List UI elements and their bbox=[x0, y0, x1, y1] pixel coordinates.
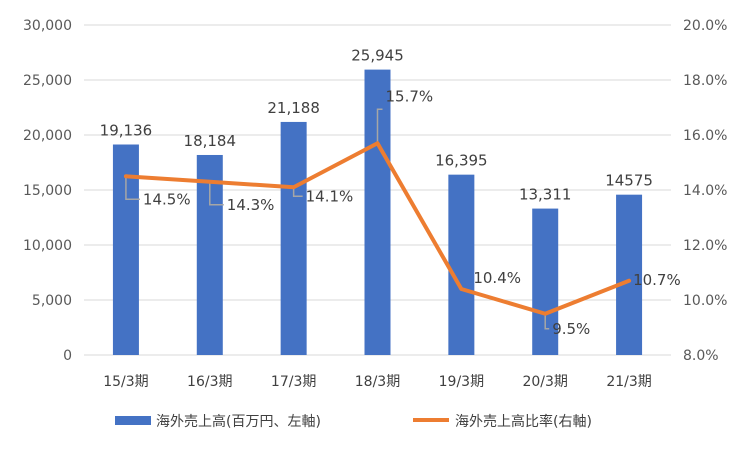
rate-data-labels: 14.5% 14.3% 14.1% 15.7% 10.4% 9.5% 10.7% bbox=[143, 87, 681, 338]
bar bbox=[448, 174, 475, 355]
left-tick-label: 10,000 bbox=[23, 238, 72, 254]
category-label: 18/3期 bbox=[355, 374, 400, 390]
rate-value-label: 14.1% bbox=[306, 187, 354, 205]
left-tick-label: 25,000 bbox=[23, 73, 72, 89]
bar bbox=[532, 208, 559, 355]
category-label: 16/3期 bbox=[187, 374, 232, 390]
leader-lines bbox=[125, 108, 550, 330]
rate-value-label: 14.5% bbox=[143, 190, 191, 208]
rate-value-label: 9.5% bbox=[552, 320, 590, 338]
right-tick-label: 14.0% bbox=[683, 183, 727, 199]
bar bbox=[616, 194, 643, 355]
category-label: 19/3期 bbox=[439, 374, 484, 390]
leader-line bbox=[544, 313, 550, 330]
leader-line bbox=[292, 187, 303, 197]
legend-bar-label: 海外売上高(百万円、左軸) bbox=[156, 413, 321, 430]
rate-line bbox=[123, 141, 632, 316]
leader-line bbox=[125, 176, 140, 200]
bar-value-label: 18,184 bbox=[184, 132, 237, 150]
right-tick-label: 20.0% bbox=[683, 18, 727, 34]
right-tick-label: 16.0% bbox=[683, 128, 727, 144]
right-tick-label: 12.0% bbox=[683, 238, 727, 254]
bar-value-label: 16,395 bbox=[435, 152, 488, 170]
category-label: 17/3期 bbox=[271, 374, 316, 390]
category-label: 21/3期 bbox=[606, 374, 651, 390]
category-label: 20/3期 bbox=[522, 374, 567, 390]
rate-value-label: 14.3% bbox=[227, 196, 275, 214]
rate-value-label: 10.4% bbox=[473, 269, 521, 287]
bar-value-label: 14575 bbox=[605, 172, 653, 190]
left-tick-label: 15,000 bbox=[23, 183, 72, 199]
bar-value-label: 19,136 bbox=[100, 122, 153, 140]
bar-value-label: 21,188 bbox=[267, 99, 320, 117]
rate-value-label: 15.7% bbox=[386, 87, 434, 105]
bar-value-label: 25,945 bbox=[351, 47, 404, 65]
bar-data-labels: 19,136 18,184 21,188 25,945 16,395 13,311 1457… bbox=[100, 47, 653, 204]
legend-bar-swatch bbox=[115, 416, 151, 425]
right-axis-ticks: 8.0% 10.0% 12.0% 14.0% 16.0% 18.0% 20.0% bbox=[683, 18, 727, 364]
bar-value-label: 13,311 bbox=[519, 186, 572, 204]
right-tick-label: 8.0% bbox=[683, 348, 719, 364]
left-tick-label: 5,000 bbox=[32, 293, 72, 309]
bar bbox=[280, 121, 307, 355]
leader-line bbox=[376, 108, 383, 144]
legend: 海外売上高(百万円、左軸) 海外売上高比率(右軸) bbox=[115, 413, 592, 430]
right-tick-label: 18.0% bbox=[683, 73, 727, 89]
legend-line-label: 海外売上高比率(右軸) bbox=[455, 413, 592, 430]
right-tick-label: 10.0% bbox=[683, 293, 727, 309]
rate-value-label: 10.7% bbox=[633, 271, 681, 289]
line-series bbox=[123, 141, 632, 316]
category-label: 15/3期 bbox=[103, 374, 148, 390]
left-axis-ticks: 0 5,000 10,000 15,000 20,000 25,000 30,000 bbox=[23, 18, 72, 364]
left-tick-label: 20,000 bbox=[23, 128, 72, 144]
left-tick-label: 30,000 bbox=[23, 18, 72, 34]
leader-line bbox=[209, 181, 224, 206]
category-labels: 15/3期 16/3期 17/3期 18/3期 19/3期 20/3期 21/3期 bbox=[103, 374, 652, 390]
left-tick-label: 0 bbox=[63, 348, 72, 364]
